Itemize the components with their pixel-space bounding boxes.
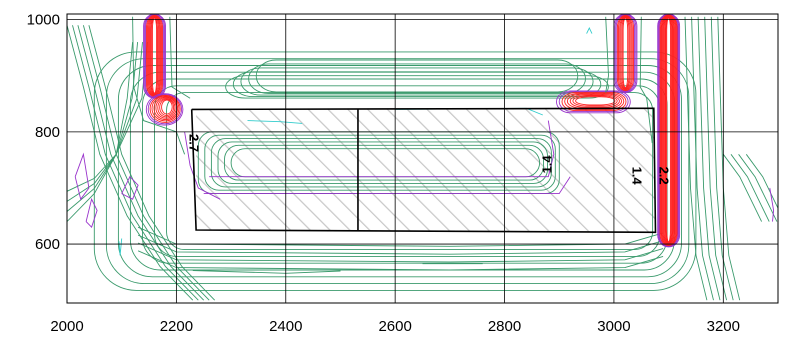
contour-left-diagonal bbox=[67, 25, 194, 301]
contour-right-diagonal bbox=[738, 154, 778, 222]
hatched-region bbox=[196, 108, 656, 233]
y-tick-label: 600 bbox=[35, 236, 60, 253]
contour-hot-left-corner bbox=[147, 94, 183, 125]
structure-outline bbox=[190, 107, 657, 234]
contour-band-bottom bbox=[137, 242, 664, 263]
contour-mid-line bbox=[203, 176, 571, 195]
contour-hot-upper-right-column bbox=[618, 15, 633, 91]
contour-hot-left-column bbox=[148, 15, 161, 96]
contour-left-diagonal bbox=[88, 25, 216, 301]
contour-hot-left-column bbox=[150, 16, 160, 95]
x-tick-label: 2200 bbox=[160, 318, 193, 335]
contour-right-vertical bbox=[710, 16, 734, 301]
y-axis-ticks: 600 800 1000 bbox=[27, 12, 60, 253]
contour-band-bottom-left bbox=[192, 270, 341, 274]
contour-lines-layer bbox=[67, 14, 778, 301]
contour-label: 2.2 bbox=[657, 167, 672, 185]
contour-accent-mark bbox=[586, 26, 593, 34]
contour-right-diagonal bbox=[730, 154, 770, 222]
contour-left-blob bbox=[85, 197, 98, 229]
contour-left-diagonal bbox=[82, 25, 210, 301]
contour-label-layer: 2.7 1.4 1.4 2.2 bbox=[186, 134, 671, 185]
contour-right-vertical bbox=[717, 16, 741, 301]
structure-outline-layer bbox=[190, 107, 657, 234]
contour-ring-inner bbox=[217, 141, 548, 184]
x-tick-label: 2400 bbox=[269, 318, 302, 335]
contour-ring-outer bbox=[166, 92, 654, 251]
contour-hot-left-column bbox=[143, 14, 166, 99]
contour-label: 1.4 bbox=[629, 167, 644, 186]
contour-right-vertical bbox=[684, 16, 708, 301]
contour-halo-left bbox=[169, 16, 191, 99]
contour-halo-left bbox=[132, 16, 186, 155]
contour-hot-left-corner bbox=[151, 95, 180, 122]
contour-band-top bbox=[255, 59, 579, 93]
contour-hot-right-corner bbox=[561, 92, 627, 112]
contour-hot-right-corner bbox=[558, 91, 629, 113]
contour-hot-right-column bbox=[666, 17, 671, 243]
contour-right-diagonal bbox=[745, 154, 778, 210]
contour-hot-left-corner bbox=[159, 98, 175, 116]
contour-label: 1.4 bbox=[540, 155, 555, 174]
x-axis-ticks: 2000 2200 2400 2600 2800 3000 3200 bbox=[50, 318, 740, 335]
contour-halo-right bbox=[639, 16, 653, 144]
contour-hot-right-corner bbox=[569, 94, 620, 108]
contour-hot-right-corner bbox=[572, 95, 618, 107]
y-tick-label: 800 bbox=[35, 124, 60, 141]
contour-right-vertical bbox=[691, 16, 714, 301]
hatched-region-layer bbox=[196, 108, 656, 233]
contour-hot-upper-right-column bbox=[621, 17, 630, 89]
contour-hot-upper-right-column bbox=[622, 17, 629, 89]
contour-right-vertical bbox=[697, 16, 721, 301]
contour-left-blob bbox=[74, 152, 90, 201]
contour-label: 2.7 bbox=[186, 134, 201, 152]
contour-right-blob bbox=[769, 187, 775, 222]
contour-hot-upper-right-column bbox=[619, 16, 632, 90]
contour-mid-line bbox=[209, 120, 555, 178]
contour-band-top bbox=[232, 71, 602, 98]
contour-left-blob bbox=[121, 175, 139, 200]
contour-hot-right-corner bbox=[564, 92, 625, 110]
plot-frame bbox=[66, 13, 779, 304]
contour-hot-upper-right-column bbox=[615, 14, 636, 92]
contour-ring-inner bbox=[224, 144, 544, 181]
contour-band-top bbox=[240, 67, 594, 96]
contour-right-vertical bbox=[704, 16, 728, 301]
contour-hot-right-column bbox=[657, 14, 681, 248]
contour-hot-upper-right-column bbox=[620, 16, 631, 90]
contour-band-top bbox=[225, 75, 609, 99]
contour-hot-left-corner bbox=[149, 94, 181, 123]
contour-band-top bbox=[248, 63, 586, 94]
contour-hot-upper-right-column bbox=[616, 15, 634, 92]
contour-hot-right-corner bbox=[556, 90, 631, 114]
contour-left-diagonal bbox=[72, 25, 199, 301]
contour-hot-left-corner bbox=[145, 93, 184, 126]
contour-halo-right bbox=[605, 16, 609, 93]
contour-band-bottom bbox=[137, 250, 664, 271]
contour-hot-left-corner bbox=[153, 96, 179, 121]
contour-hot-left-column bbox=[151, 17, 158, 94]
x-tick-label: 3200 bbox=[707, 318, 740, 335]
x-tick-label: 2000 bbox=[50, 318, 83, 335]
contour-hot-right-corner bbox=[575, 96, 616, 106]
contour-accent-line bbox=[247, 120, 303, 124]
contour-ring-inner bbox=[204, 134, 556, 191]
contour-hot-left-corner bbox=[157, 97, 176, 118]
x-tick-label: 3000 bbox=[597, 318, 630, 335]
y-tick-label: 1000 bbox=[27, 12, 60, 29]
contour-left-diagonal bbox=[77, 25, 205, 301]
x-tick-label: 2800 bbox=[488, 318, 521, 335]
x-tick-label: 2600 bbox=[378, 318, 411, 335]
contour-hot-left-corner bbox=[161, 99, 173, 115]
contour-right-diagonal bbox=[722, 154, 763, 222]
